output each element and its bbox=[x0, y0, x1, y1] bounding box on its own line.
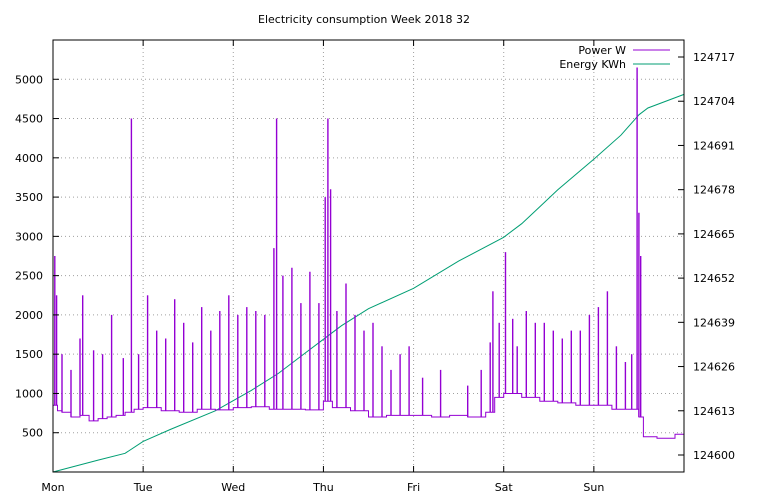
y-left-tick-label: 5000 bbox=[15, 73, 43, 86]
y-right-tick-label: 124691 bbox=[693, 139, 735, 152]
x-tick-label: Sun bbox=[583, 481, 604, 494]
y-left-tick-label: 2500 bbox=[15, 270, 43, 283]
y-right-tick-label: 124665 bbox=[693, 228, 735, 241]
y-left-tick-label: 4500 bbox=[15, 113, 43, 126]
y-right-tick-label: 124678 bbox=[693, 184, 735, 197]
x-tick-label: Wed bbox=[221, 481, 245, 494]
series-layer bbox=[52, 67, 685, 473]
y-left-tick-label: 1500 bbox=[15, 348, 43, 361]
y-left-tick-label: 3000 bbox=[15, 230, 43, 243]
legend-label-power: Power W bbox=[578, 44, 626, 57]
y-right-tick-label: 124652 bbox=[693, 272, 735, 285]
x-tick-label: Sat bbox=[495, 481, 514, 494]
grid bbox=[53, 40, 684, 472]
y-left-tick-label: 3500 bbox=[15, 191, 43, 204]
y-left-tick-label: 2000 bbox=[15, 309, 43, 322]
y-left-tick-label: 500 bbox=[22, 427, 43, 440]
y-right-tick-label: 124704 bbox=[693, 95, 735, 108]
y-left-tick-label: 1000 bbox=[15, 387, 43, 400]
series-line-power bbox=[53, 393, 685, 439]
y-right-tick-label: 124717 bbox=[693, 51, 735, 64]
y-right-tick-label: 124613 bbox=[693, 405, 735, 418]
x-tick-label: Tue bbox=[133, 481, 153, 494]
x-tick-label: Mon bbox=[41, 481, 64, 494]
ticks: Mon Tue Wed Thu Fri Sat Sun 500 1000 1500 2000 2500… bbox=[15, 40, 735, 494]
plot-frame bbox=[52, 39, 685, 473]
legend-label-energy: Energy KWh bbox=[559, 58, 626, 71]
chart-title: Electricity consumption Week 2018 32 bbox=[258, 13, 470, 26]
x-tick-label: Thu bbox=[312, 481, 334, 494]
y-right-tick-label: 124639 bbox=[693, 316, 735, 329]
legend: Power W Energy KWh bbox=[559, 44, 670, 71]
y-right-tick-label: 124600 bbox=[693, 449, 735, 462]
series-line-energy bbox=[52, 93, 685, 473]
x-tick-label: Fri bbox=[407, 481, 420, 494]
y-left-tick-label: 4000 bbox=[15, 152, 43, 165]
y-right-tick-label: 124626 bbox=[693, 361, 735, 374]
